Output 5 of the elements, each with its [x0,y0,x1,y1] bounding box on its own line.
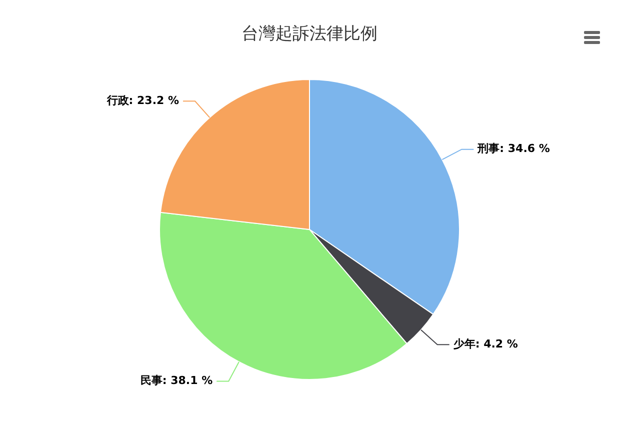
slice-label: 刑事: 34.6 % [476,142,550,156]
slice-label: 民事: 38.1 % [140,374,213,388]
slice-label: 行政: 23.2 % [106,94,180,107]
slice-label: 少年: 4.2 % [452,337,518,350]
chart-title: 台灣起訴法律比例 [240,23,378,45]
